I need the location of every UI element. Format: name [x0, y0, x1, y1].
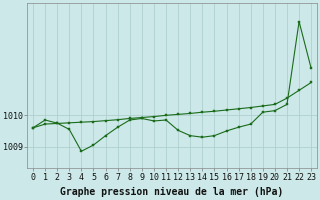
X-axis label: Graphe pression niveau de la mer (hPa): Graphe pression niveau de la mer (hPa): [60, 187, 284, 197]
